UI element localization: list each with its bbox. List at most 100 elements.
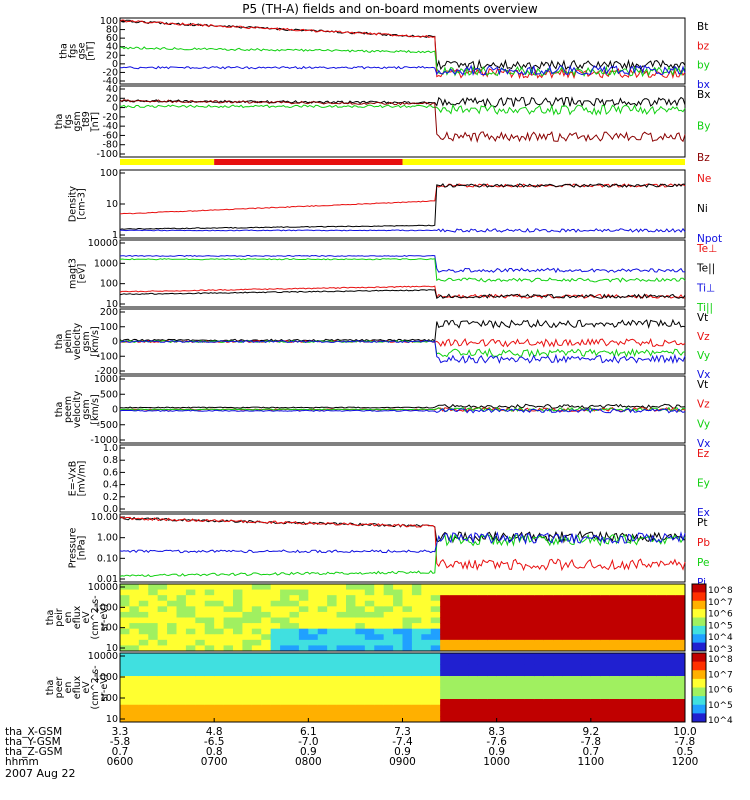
- heatmap-cell: [176, 589, 187, 596]
- heatmap-cell: [280, 589, 290, 596]
- heatmap-cell: [543, 611, 554, 618]
- heatmap-cell: [543, 681, 554, 688]
- heatmap-cell: [270, 611, 281, 618]
- heatmap-cell: [590, 687, 601, 694]
- y-axis-label: tha: [45, 610, 56, 626]
- heatmap-cell: [590, 658, 601, 665]
- heatmap-cell: [647, 681, 658, 688]
- heatmap-cell: [440, 611, 451, 618]
- heatmap-cell: [581, 645, 592, 652]
- heatmap-cell: [666, 584, 677, 591]
- heatmap-cell: [270, 664, 281, 671]
- heatmap-cell: [251, 600, 262, 607]
- heatmap-cell: [459, 584, 469, 591]
- heatmap-cell: [411, 606, 422, 613]
- heatmap-cell: [619, 687, 629, 694]
- heatmap-cell: [628, 710, 639, 717]
- heatmap-cell: [148, 653, 159, 660]
- heatmap-cell: [562, 670, 573, 677]
- heatmap-cell: [261, 600, 272, 607]
- heatmap-cell: [289, 670, 300, 677]
- heatmap-cell: [280, 664, 290, 671]
- heatmap-cell: [590, 716, 601, 723]
- heatmap-cell: [120, 710, 130, 717]
- heatmap-cell: [261, 589, 272, 596]
- heatmap-cell: [440, 670, 451, 677]
- heatmap-cell: [543, 693, 554, 700]
- heatmap-cell: [590, 693, 601, 700]
- heatmap-cell: [346, 676, 356, 683]
- heatmap-cell: [581, 681, 592, 688]
- heatmap-cell: [317, 589, 328, 596]
- heatmap-cell: [534, 584, 545, 591]
- heatmap-cell: [619, 658, 629, 665]
- heatmap-cell: [157, 623, 168, 630]
- heatmap-cell: [600, 681, 611, 688]
- heatmap-cell: [524, 600, 535, 607]
- heatmap-cell: [506, 584, 516, 591]
- heatmap-cell: [233, 716, 243, 723]
- heatmap-cell: [534, 653, 545, 660]
- heatmap-cell: [515, 623, 526, 630]
- heatmap-cell: [572, 670, 582, 677]
- heatmap-cell: [223, 634, 234, 641]
- heatmap-cell: [647, 595, 658, 602]
- colorbar-block: [692, 653, 706, 663]
- x-axis-row-label: tha_Z-GSM: [5, 746, 63, 758]
- heatmap-cell: [383, 634, 394, 641]
- heatmap-cell: [251, 606, 262, 613]
- heatmap-cell: [383, 664, 394, 671]
- heatmap-cell: [656, 600, 667, 607]
- heatmap-cell: [120, 693, 130, 700]
- y-axis-label: gsm: [72, 111, 83, 131]
- heatmap-cell: [666, 595, 677, 602]
- heatmap-cell: [656, 710, 667, 717]
- heatmap-cell: [242, 658, 253, 665]
- heatmap-cell: [176, 645, 187, 652]
- heatmap-cell: [675, 628, 686, 635]
- heatmap-cell: [637, 634, 648, 641]
- heatmap-cell: [308, 617, 319, 624]
- heatmap-cell: [251, 645, 262, 652]
- heatmap-cell: [336, 600, 347, 607]
- heatmap-cell: [383, 611, 394, 618]
- heatmap-cell: [440, 681, 451, 688]
- heatmap-cell: [600, 584, 611, 591]
- heatmap-cell: [430, 611, 441, 618]
- heatmap-cell: [628, 699, 639, 706]
- heatmap-cell: [543, 589, 554, 596]
- heatmap-cell: [214, 664, 225, 671]
- heatmap-cell: [233, 584, 243, 591]
- heatmap-cell: [600, 670, 611, 677]
- y-axis-label: fgs: [63, 114, 74, 128]
- heatmap-cell: [374, 676, 385, 683]
- heatmap-cell: [637, 687, 648, 694]
- x-axis-row-label: hhmm: [5, 756, 39, 768]
- heatmap-cell: [355, 658, 366, 665]
- heatmap-cell: [129, 645, 140, 652]
- heatmap-cell: [261, 687, 272, 694]
- heatmap-cell: [336, 617, 347, 624]
- y-axis-label: sr-eV): [99, 674, 110, 702]
- heatmap-cell: [430, 664, 441, 671]
- heatmap-cell: [336, 676, 347, 683]
- heatmap-cell: [515, 584, 526, 591]
- heatmap-cell: [524, 693, 535, 700]
- series-line-vy: [119, 406, 686, 413]
- heatmap-cell: [440, 716, 451, 723]
- x-tick-label: -6.5: [204, 736, 225, 748]
- heatmap-cell: [496, 595, 507, 602]
- heatmap-cell: [346, 716, 356, 723]
- heatmap-cell: [581, 676, 592, 683]
- heatmap-cell: [468, 639, 479, 646]
- heatmap-cell: [138, 595, 149, 602]
- heatmap-cell: [298, 617, 309, 624]
- heatmap-cell: [553, 658, 564, 665]
- heatmap-cell: [364, 670, 375, 677]
- heatmap-cell: [543, 645, 554, 652]
- heatmap-cell: [647, 710, 658, 717]
- panel-frame: [119, 513, 686, 583]
- heatmap-cell: [600, 628, 611, 635]
- heatmap-cell: [129, 670, 140, 677]
- heatmap-cell: [374, 623, 385, 630]
